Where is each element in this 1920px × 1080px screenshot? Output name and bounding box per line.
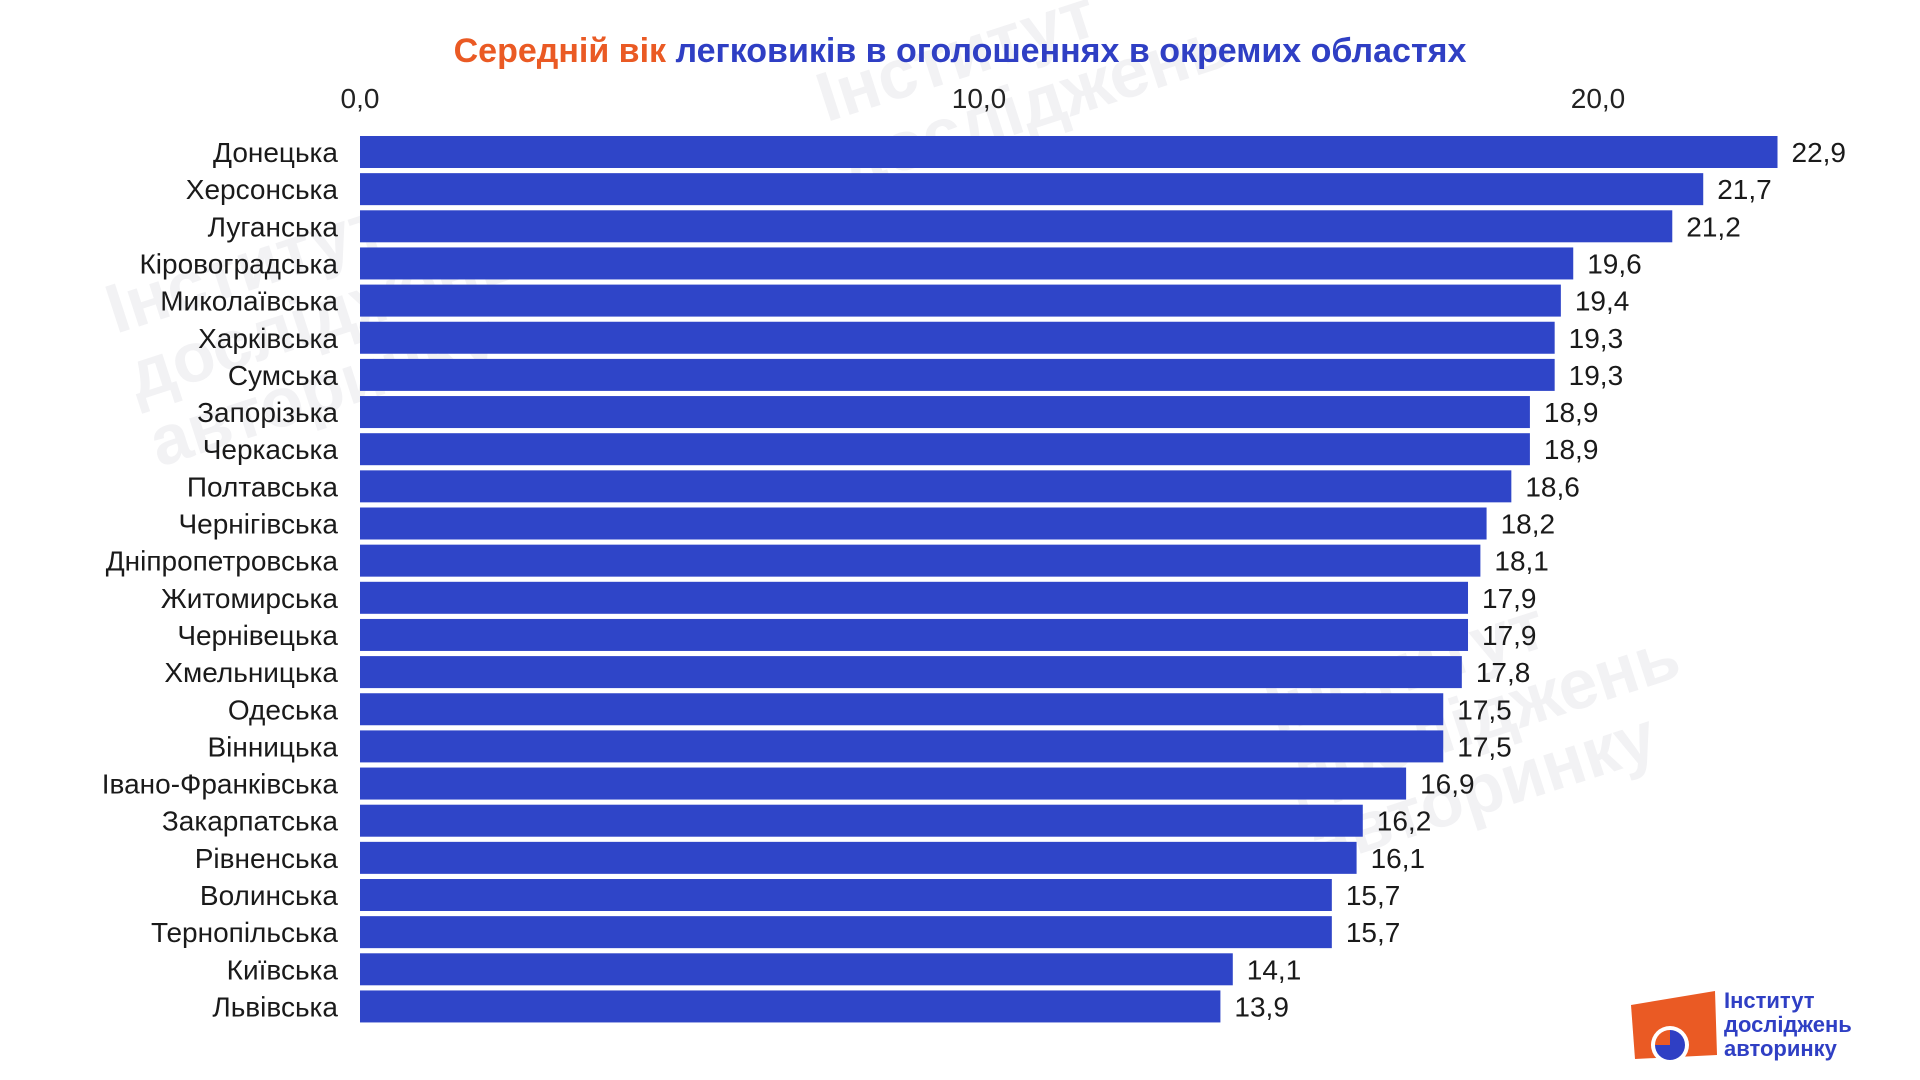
x-tick-label: 10,0 bbox=[952, 83, 1007, 114]
value-label: 16,9 bbox=[1420, 769, 1475, 800]
value-label: 19,3 bbox=[1569, 360, 1624, 391]
bar bbox=[360, 730, 1444, 763]
value-label: 18,9 bbox=[1544, 397, 1599, 428]
value-label: 17,8 bbox=[1476, 657, 1531, 688]
value-label: 18,2 bbox=[1501, 509, 1556, 540]
category-label: Вінницька bbox=[207, 731, 338, 762]
category-label: Кіровоградська bbox=[139, 248, 338, 279]
chart-title-accent: Середній вік bbox=[453, 32, 667, 70]
value-label: 21,7 bbox=[1717, 174, 1772, 205]
category-label: Львівська bbox=[212, 991, 338, 1022]
x-axis-ticks: 0,0 10,0 20,0 bbox=[341, 83, 1626, 114]
category-label: Донецька bbox=[213, 137, 338, 168]
bar bbox=[360, 136, 1778, 168]
value-label: 15,7 bbox=[1346, 917, 1401, 948]
category-label: Запорізька bbox=[197, 397, 338, 428]
bar bbox=[360, 581, 1469, 614]
bar bbox=[360, 879, 1332, 911]
bar bbox=[360, 618, 1469, 651]
bar bbox=[360, 953, 1233, 986]
category-label: Житомирська bbox=[161, 583, 338, 614]
category-label: Полтавська bbox=[187, 471, 339, 502]
value-label: 17,9 bbox=[1482, 583, 1537, 614]
bar bbox=[360, 507, 1487, 540]
value-label: 13,9 bbox=[1234, 991, 1289, 1022]
category-labels: Донецька Херсонська Луганська Кіровоградськ… bbox=[102, 137, 339, 1022]
value-label: 15,7 bbox=[1346, 880, 1401, 911]
bar bbox=[360, 804, 1363, 837]
bar bbox=[360, 656, 1462, 689]
category-label: Дніпропетровська bbox=[106, 546, 339, 577]
value-label: 17,5 bbox=[1457, 731, 1512, 762]
category-label: Тернопільська bbox=[151, 917, 338, 948]
bar bbox=[360, 210, 1673, 243]
value-label: 19,4 bbox=[1575, 286, 1630, 317]
category-label: Сумська bbox=[228, 360, 339, 391]
chart-title: Середній вік легковиків в оголошеннях в … bbox=[0, 32, 1920, 71]
bar bbox=[360, 284, 1561, 317]
category-label: Херсонська bbox=[186, 174, 339, 205]
logo-line-1: Інститут bbox=[1724, 988, 1815, 1013]
bar bbox=[360, 916, 1332, 949]
institute-logo: Інститут досліджень авторинку bbox=[1625, 985, 1895, 1065]
bars bbox=[360, 136, 1778, 1023]
bar bbox=[360, 990, 1221, 1023]
chart-title-main: легковиків в оголошеннях в окремих облас… bbox=[675, 32, 1467, 70]
category-label: Луганська bbox=[208, 211, 339, 242]
x-tick-label: 0,0 bbox=[341, 83, 380, 114]
category-label: Хмельницька bbox=[164, 657, 338, 688]
category-label: Волинська bbox=[200, 880, 339, 911]
value-label: 14,1 bbox=[1247, 954, 1302, 985]
value-label: 16,1 bbox=[1371, 843, 1426, 874]
category-label: Миколаївська bbox=[160, 286, 338, 317]
category-label: Рівненська bbox=[195, 843, 339, 874]
bar bbox=[360, 396, 1530, 429]
logo-text: Інститут досліджень авторинку bbox=[1724, 989, 1852, 1061]
category-label: Івано-Франківська bbox=[102, 769, 339, 800]
bar bbox=[360, 767, 1407, 800]
value-label: 18,6 bbox=[1525, 471, 1580, 502]
value-label: 21,2 bbox=[1686, 211, 1741, 242]
bar bbox=[360, 173, 1704, 206]
value-label: 16,2 bbox=[1377, 806, 1432, 837]
value-label: 19,3 bbox=[1569, 323, 1624, 354]
logo-line-3: авторинку bbox=[1724, 1036, 1837, 1061]
category-label: Одеська bbox=[228, 694, 339, 725]
value-label: 17,5 bbox=[1457, 694, 1512, 725]
bar bbox=[360, 470, 1512, 503]
x-tick-label: 20,0 bbox=[1571, 83, 1626, 114]
category-label: Чернівецька bbox=[177, 620, 338, 651]
category-label: Харківська bbox=[198, 323, 338, 354]
bar bbox=[360, 358, 1555, 391]
logo-mark-icon bbox=[1631, 991, 1717, 1064]
bar bbox=[360, 841, 1357, 874]
bar bbox=[360, 321, 1555, 354]
bar bbox=[360, 247, 1574, 280]
value-label: 17,9 bbox=[1482, 620, 1537, 651]
category-label: Чернігівська bbox=[178, 509, 338, 540]
category-label: Київська bbox=[227, 954, 339, 985]
category-label: Черкаська bbox=[203, 434, 339, 465]
value-labels: 22,9 21,7 21,2 19,6 19,4 19,3 19,3 18,9 18,9 18,6… bbox=[1234, 137, 1846, 1022]
bar bbox=[360, 544, 1481, 577]
value-label: 22,9 bbox=[1792, 137, 1847, 168]
value-label: 19,6 bbox=[1587, 248, 1642, 279]
category-label: Закарпатська bbox=[162, 806, 339, 837]
logo-line-2: досліджень bbox=[1724, 1012, 1852, 1037]
bar bbox=[360, 693, 1444, 726]
value-label: 18,1 bbox=[1494, 546, 1549, 577]
bar bbox=[360, 433, 1530, 466]
value-label: 18,9 bbox=[1544, 434, 1599, 465]
